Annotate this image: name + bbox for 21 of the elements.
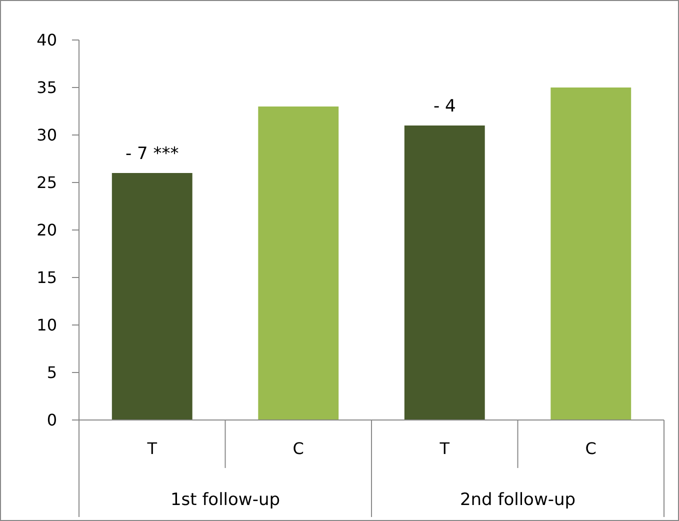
x-tick-label: C bbox=[292, 439, 304, 458]
bar bbox=[112, 173, 192, 420]
x-tick-label: T bbox=[438, 439, 450, 458]
y-tick-label: 40 bbox=[36, 30, 57, 50]
y-tick-label: 30 bbox=[36, 126, 57, 145]
bar bbox=[258, 106, 339, 420]
y-tick-label: 35 bbox=[36, 78, 57, 98]
x-tick-label: C bbox=[585, 439, 596, 458]
annotation: - 4 bbox=[433, 96, 456, 116]
text: 2nd follow-up bbox=[460, 490, 576, 510]
y-tick-label: 0 bbox=[46, 410, 57, 430]
annotation: - 7 *** bbox=[125, 144, 179, 164]
text: 1st follow-up bbox=[170, 490, 280, 510]
bar bbox=[550, 88, 632, 420]
y-tick-label: 5 bbox=[46, 363, 57, 382]
y-tick-label: 15 bbox=[36, 268, 57, 288]
y-tick-label: 25 bbox=[36, 173, 57, 192]
y-tick-label: 10 bbox=[36, 316, 57, 335]
y-tick-label: 20 bbox=[36, 220, 57, 240]
x-tick-label: T bbox=[146, 439, 158, 458]
bar bbox=[404, 126, 485, 420]
